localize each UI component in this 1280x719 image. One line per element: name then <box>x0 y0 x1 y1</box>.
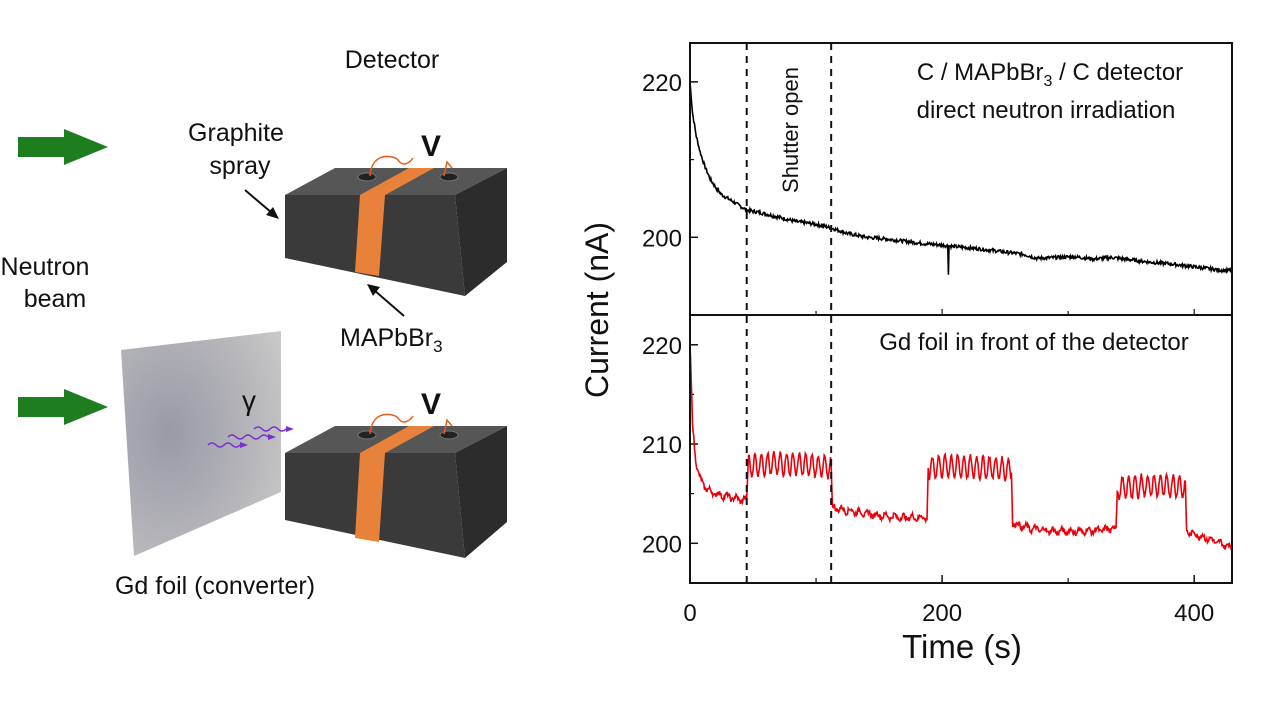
y-tick-label: 210 <box>642 432 682 459</box>
bottom-y-ticks: 200 210 220 <box>642 333 698 558</box>
top-panel-annotation-line1: C / MAPbBr3 / C detector <box>917 59 1183 90</box>
bottom-panel-annotation: Gd foil in front of the detector <box>879 329 1189 356</box>
neutron-arrow-bottom-icon <box>18 389 108 425</box>
schematic: Detector Graphite spray Neutron beam V M… <box>1 46 507 600</box>
voltage-label-bottom: V <box>421 388 441 421</box>
gamma-ray-heads-icon <box>240 426 294 448</box>
detector-block-bottom: V <box>285 388 507 558</box>
bottom-panel-frame <box>689 314 1233 584</box>
top-panel-annotation: C / MAPbBr3 / C detector direct neutron … <box>917 59 1184 124</box>
wire-icon <box>369 413 453 435</box>
gd-foil <box>121 331 281 556</box>
y-tick-label: 200 <box>642 225 682 252</box>
graphite-label-line1: Graphite <box>188 119 284 147</box>
series-line-top <box>689 81 1233 275</box>
contact-left-icon <box>357 172 377 182</box>
x-tick-label: 0 <box>683 600 696 627</box>
y-tick-label: 220 <box>642 70 682 97</box>
graphite-pointer-arrow <box>244 189 273 214</box>
block-side-face <box>455 168 507 296</box>
voltage-label-top: V <box>421 130 441 163</box>
detector-block-top: V <box>285 130 507 296</box>
graphite-pointer-head-icon <box>266 207 279 219</box>
neutron-label-line1: Neutron <box>1 253 90 281</box>
stripe-front-face <box>355 453 385 542</box>
contact-right-icon <box>439 430 459 440</box>
stripe-top-face <box>360 426 434 453</box>
neutron-arrow-top-icon <box>18 129 108 165</box>
contact-right-icon <box>439 172 459 182</box>
neutron-label-line2: beam <box>24 285 87 313</box>
series-line-bottom <box>689 345 1233 551</box>
graphite-label-line2: spray <box>209 152 271 180</box>
chart: 200 220 200 210 220 0 200 400 C / MAPbBr3 / C… <box>579 42 1233 665</box>
mapbbr3-label: MAPbBr3 <box>340 324 443 356</box>
top-y-ticks: 200 220 <box>642 70 698 252</box>
gamma-rays-icon <box>207 426 287 448</box>
block-side-face <box>455 426 507 558</box>
y-tick-label: 220 <box>642 333 682 360</box>
gd-foil-label: Gd foil (converter) <box>115 572 315 600</box>
wire-icon <box>369 155 453 177</box>
mapbbr3-pointer-arrow <box>373 289 405 317</box>
x-tick-label: 400 <box>1174 600 1214 627</box>
gamma-label: γ <box>242 385 256 416</box>
contact-left-icon <box>357 430 377 440</box>
x-ticks: 0 200 400 <box>683 309 1214 627</box>
y-axis-label: Current (nA) <box>579 222 615 398</box>
stripe-front-face <box>355 195 385 276</box>
top-panel-annotation-line2: direct neutron irradiation <box>917 97 1176 124</box>
mapbbr3-pointer-head-icon <box>367 284 380 296</box>
y-tick-label: 200 <box>642 531 682 558</box>
x-axis-label: Time (s) <box>902 628 1022 665</box>
stripe-top-face <box>360 168 434 195</box>
detector-label: Detector <box>345 46 439 74</box>
shutter-label: Shutter open <box>778 67 803 193</box>
x-tick-label: 200 <box>922 600 962 627</box>
